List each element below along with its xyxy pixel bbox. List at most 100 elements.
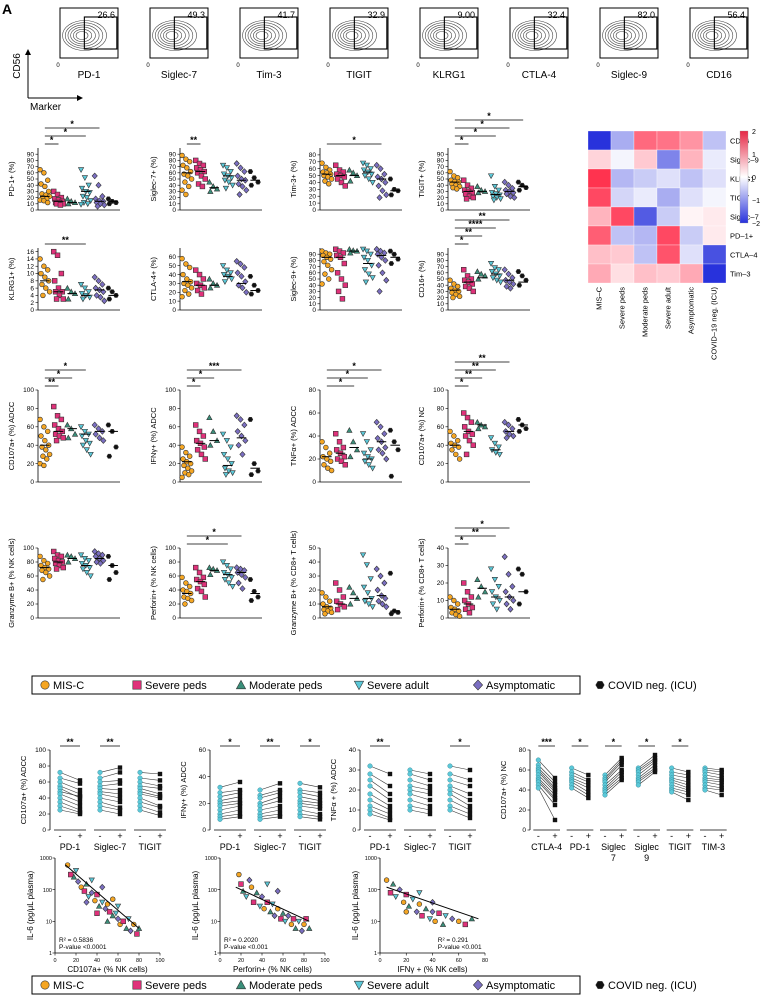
data-point bbox=[95, 277, 102, 285]
data-point bbox=[463, 451, 470, 458]
pair-line bbox=[99, 772, 121, 779]
data-point bbox=[46, 289, 53, 295]
post-point bbox=[237, 807, 243, 813]
flow-x-axis-label: Marker bbox=[30, 102, 62, 113]
data-point bbox=[183, 580, 189, 586]
data-point bbox=[474, 576, 481, 582]
data-point bbox=[188, 468, 195, 474]
data-point bbox=[187, 264, 193, 271]
data-point bbox=[338, 458, 345, 464]
data-point bbox=[360, 584, 368, 591]
data-point bbox=[65, 558, 72, 565]
data-point bbox=[510, 280, 517, 288]
pair-line bbox=[409, 809, 431, 815]
y-tick-label: 60 bbox=[309, 270, 317, 277]
data-point bbox=[45, 560, 51, 567]
post-point bbox=[117, 805, 123, 810]
y-axis-label: Siglec-9+ (%) bbox=[289, 256, 298, 302]
data-point bbox=[361, 598, 369, 605]
post-point bbox=[387, 811, 393, 817]
post-point bbox=[237, 798, 243, 803]
data-point bbox=[334, 176, 341, 182]
data-point bbox=[456, 293, 463, 300]
data-point bbox=[179, 574, 185, 581]
y-tick-label: 90 bbox=[169, 151, 177, 158]
significance-label: * bbox=[352, 361, 356, 371]
data-point bbox=[387, 427, 394, 433]
data-point bbox=[78, 185, 86, 192]
flow-panel-6: 0 82.0 Siglec-9 bbox=[596, 7, 659, 81]
data-point bbox=[185, 282, 191, 288]
post-point bbox=[317, 806, 323, 811]
regression-line bbox=[235, 886, 310, 922]
data-point bbox=[237, 164, 244, 172]
heatmap-cell bbox=[633, 206, 658, 227]
data-point bbox=[503, 434, 510, 442]
data-point bbox=[388, 473, 395, 479]
pre-point bbox=[367, 783, 373, 789]
data-point bbox=[185, 465, 191, 471]
pair-line bbox=[219, 809, 241, 815]
pair-line bbox=[259, 792, 281, 799]
data-point bbox=[340, 444, 347, 451]
post-point bbox=[157, 810, 163, 815]
data-point bbox=[94, 202, 101, 210]
post-point bbox=[719, 782, 724, 788]
data-point bbox=[381, 170, 388, 178]
pair-line bbox=[449, 799, 471, 811]
flow-panel-3: 0 32.9 TIGIT bbox=[326, 7, 389, 81]
y-tick-label: 40 bbox=[27, 442, 35, 449]
data-point bbox=[109, 289, 115, 295]
data-point bbox=[182, 601, 188, 607]
data-point bbox=[373, 418, 380, 426]
pair-line bbox=[538, 779, 556, 799]
heatmap-cell bbox=[679, 187, 704, 208]
data-point bbox=[223, 165, 231, 172]
data-point bbox=[507, 284, 514, 292]
pair-line bbox=[259, 800, 281, 807]
heatmap-cell bbox=[610, 149, 635, 170]
data-point bbox=[350, 438, 357, 445]
data-point bbox=[335, 288, 342, 295]
data-point bbox=[200, 162, 207, 169]
flow-marker-label: Tim-3 bbox=[256, 70, 282, 81]
post-point bbox=[719, 787, 724, 793]
data-point bbox=[75, 878, 82, 885]
legend-label: Severe adult bbox=[367, 680, 429, 692]
pre-point bbox=[447, 791, 453, 797]
data-point bbox=[461, 177, 467, 183]
legend-marker bbox=[353, 680, 365, 691]
y-tick-label: 20 bbox=[437, 580, 445, 587]
pre-point bbox=[569, 785, 575, 791]
significance-label: ** bbox=[472, 527, 480, 537]
post-point bbox=[387, 803, 393, 809]
data-point bbox=[461, 424, 468, 430]
data-point bbox=[58, 553, 65, 560]
data-point bbox=[193, 157, 199, 164]
data-point bbox=[105, 554, 112, 559]
pre-point bbox=[635, 782, 641, 788]
data-point bbox=[333, 162, 339, 168]
data-point bbox=[490, 197, 498, 204]
y-tick-label: 40 bbox=[169, 272, 177, 279]
y-tick-label: 90 bbox=[437, 251, 445, 258]
y-tick-label: 40 bbox=[437, 545, 445, 552]
data-point bbox=[104, 918, 111, 924]
data-point bbox=[519, 273, 525, 279]
data-point bbox=[383, 276, 390, 284]
pre-point bbox=[297, 780, 303, 786]
y-axis-label: IFNγ+ (%) ADCC bbox=[149, 407, 158, 465]
data-point bbox=[505, 421, 512, 429]
data-point bbox=[114, 915, 122, 923]
data-point bbox=[373, 565, 380, 573]
pair-line bbox=[59, 809, 81, 815]
data-point bbox=[442, 913, 449, 920]
data-point bbox=[379, 449, 386, 457]
data-point bbox=[466, 437, 473, 444]
pair-line bbox=[299, 816, 321, 820]
x-tick-label: 80 bbox=[136, 958, 142, 964]
flow-contour bbox=[435, 31, 449, 40]
legend-label: MIS-C bbox=[53, 980, 84, 992]
